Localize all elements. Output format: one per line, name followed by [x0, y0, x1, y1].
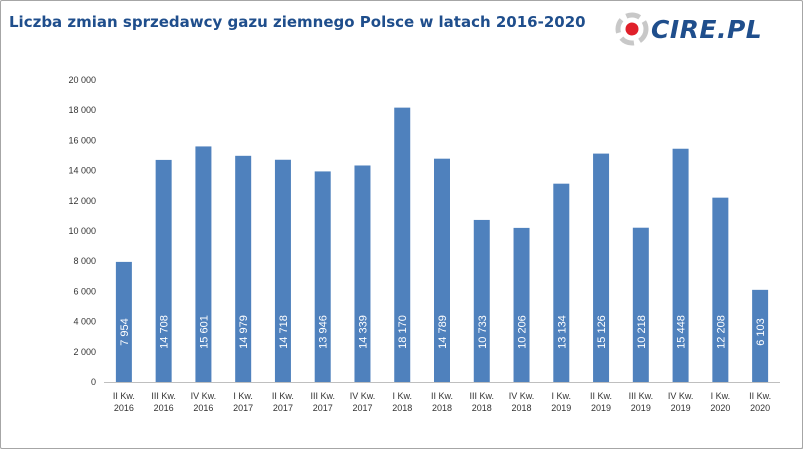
x-tick-label-year: 2017	[273, 403, 293, 413]
bar	[712, 197, 729, 382]
x-tick-label: III Kw.	[151, 391, 176, 401]
x-tick-label-year: 2018	[432, 403, 452, 413]
x-tick-label-year: 2017	[313, 403, 333, 413]
bar	[553, 183, 570, 382]
logo-ring-icon	[615, 12, 649, 46]
x-tick-label-year: 2019	[631, 403, 651, 413]
bar	[314, 171, 331, 382]
x-tick-label: III Kw.	[470, 391, 495, 401]
x-tick-label: III Kw.	[629, 391, 654, 401]
data-label: 15 448	[676, 315, 688, 349]
x-tick-label-year: 2016	[114, 403, 134, 413]
x-tick-label-year: 2017	[233, 403, 253, 413]
bar	[672, 148, 689, 382]
y-tick-label: 18 000	[68, 105, 96, 115]
bar	[752, 289, 769, 382]
logo-text: CIRE.PL	[651, 15, 763, 44]
x-tick-label-year: 2017	[352, 403, 372, 413]
bar	[115, 261, 132, 382]
data-label: 10 218	[636, 315, 648, 349]
data-label: 15 601	[198, 315, 210, 349]
x-tick-label: II Kw.	[431, 391, 453, 401]
data-label: 14 718	[278, 315, 290, 349]
x-tick-label: II Kw.	[272, 391, 294, 401]
y-tick-label: 4 000	[73, 317, 96, 327]
x-tick-label-year: 2019	[591, 403, 611, 413]
bar	[513, 227, 530, 382]
y-tick-label: 16 000	[68, 135, 96, 145]
x-tick-label: IV Kw.	[350, 391, 376, 401]
x-tick-label-year: 2020	[710, 403, 730, 413]
y-tick-label: 10 000	[68, 226, 96, 236]
data-label: 10 733	[477, 315, 489, 349]
y-tick-label: 12 000	[68, 196, 96, 206]
x-tick-label: II Kw.	[749, 391, 771, 401]
data-label: 7 954	[119, 318, 131, 346]
data-label: 10 206	[517, 315, 529, 349]
x-tick-label-year: 2018	[392, 403, 412, 413]
x-tick-label: III Kw.	[310, 391, 335, 401]
data-label: 18 170	[397, 315, 409, 349]
x-tick-label-year: 2019	[551, 403, 571, 413]
data-label: 14 979	[238, 315, 250, 349]
x-tick-label: I Kw.	[392, 391, 412, 401]
data-label: 15 126	[596, 315, 608, 349]
x-tick-label-year: 2016	[154, 403, 174, 413]
bar	[434, 158, 450, 382]
data-label: 12 208	[715, 315, 727, 349]
bar	[195, 146, 212, 382]
bar	[473, 219, 490, 382]
x-tick-label: IV Kw.	[191, 391, 217, 401]
data-label: 13 134	[556, 315, 568, 349]
bar	[394, 107, 411, 383]
y-tick-label: 2 000	[73, 347, 96, 357]
x-tick-label: I Kw.	[552, 391, 572, 401]
bar	[274, 159, 291, 382]
data-label: 14 789	[437, 315, 449, 349]
y-tick-label: 6 000	[73, 286, 96, 296]
data-label: 14 339	[357, 315, 369, 349]
bar	[632, 227, 649, 382]
bar	[155, 159, 172, 382]
x-tick-label-year: 2019	[671, 403, 691, 413]
bar	[235, 155, 252, 382]
data-label: 13 946	[318, 315, 330, 349]
x-tick-label: I Kw.	[233, 391, 253, 401]
x-tick-label-year: 2018	[472, 403, 492, 413]
data-label: 6 103	[755, 318, 767, 346]
y-tick-label: 8 000	[73, 256, 96, 266]
x-tick-label: I Kw.	[711, 391, 731, 401]
data-label: 14 708	[159, 315, 171, 349]
y-tick-label: 0	[91, 377, 96, 387]
bar	[354, 165, 371, 382]
chart-title: Liczba zmian sprzedawcy gazu ziemnego Po…	[9, 13, 586, 31]
y-tick-label: 20 000	[68, 75, 96, 85]
x-tick-label: IV Kw.	[668, 391, 694, 401]
x-tick-label: IV Kw.	[509, 391, 535, 401]
x-tick-label-year: 2016	[193, 403, 213, 413]
x-tick-label: II Kw.	[113, 391, 135, 401]
bar	[593, 153, 610, 382]
x-tick-label: II Kw.	[590, 391, 612, 401]
x-tick-label-year: 2020	[750, 403, 770, 413]
y-tick-label: 14 000	[68, 166, 96, 176]
x-tick-label-year: 2018	[512, 403, 532, 413]
cire-logo: CIRE.PL	[615, 11, 791, 47]
